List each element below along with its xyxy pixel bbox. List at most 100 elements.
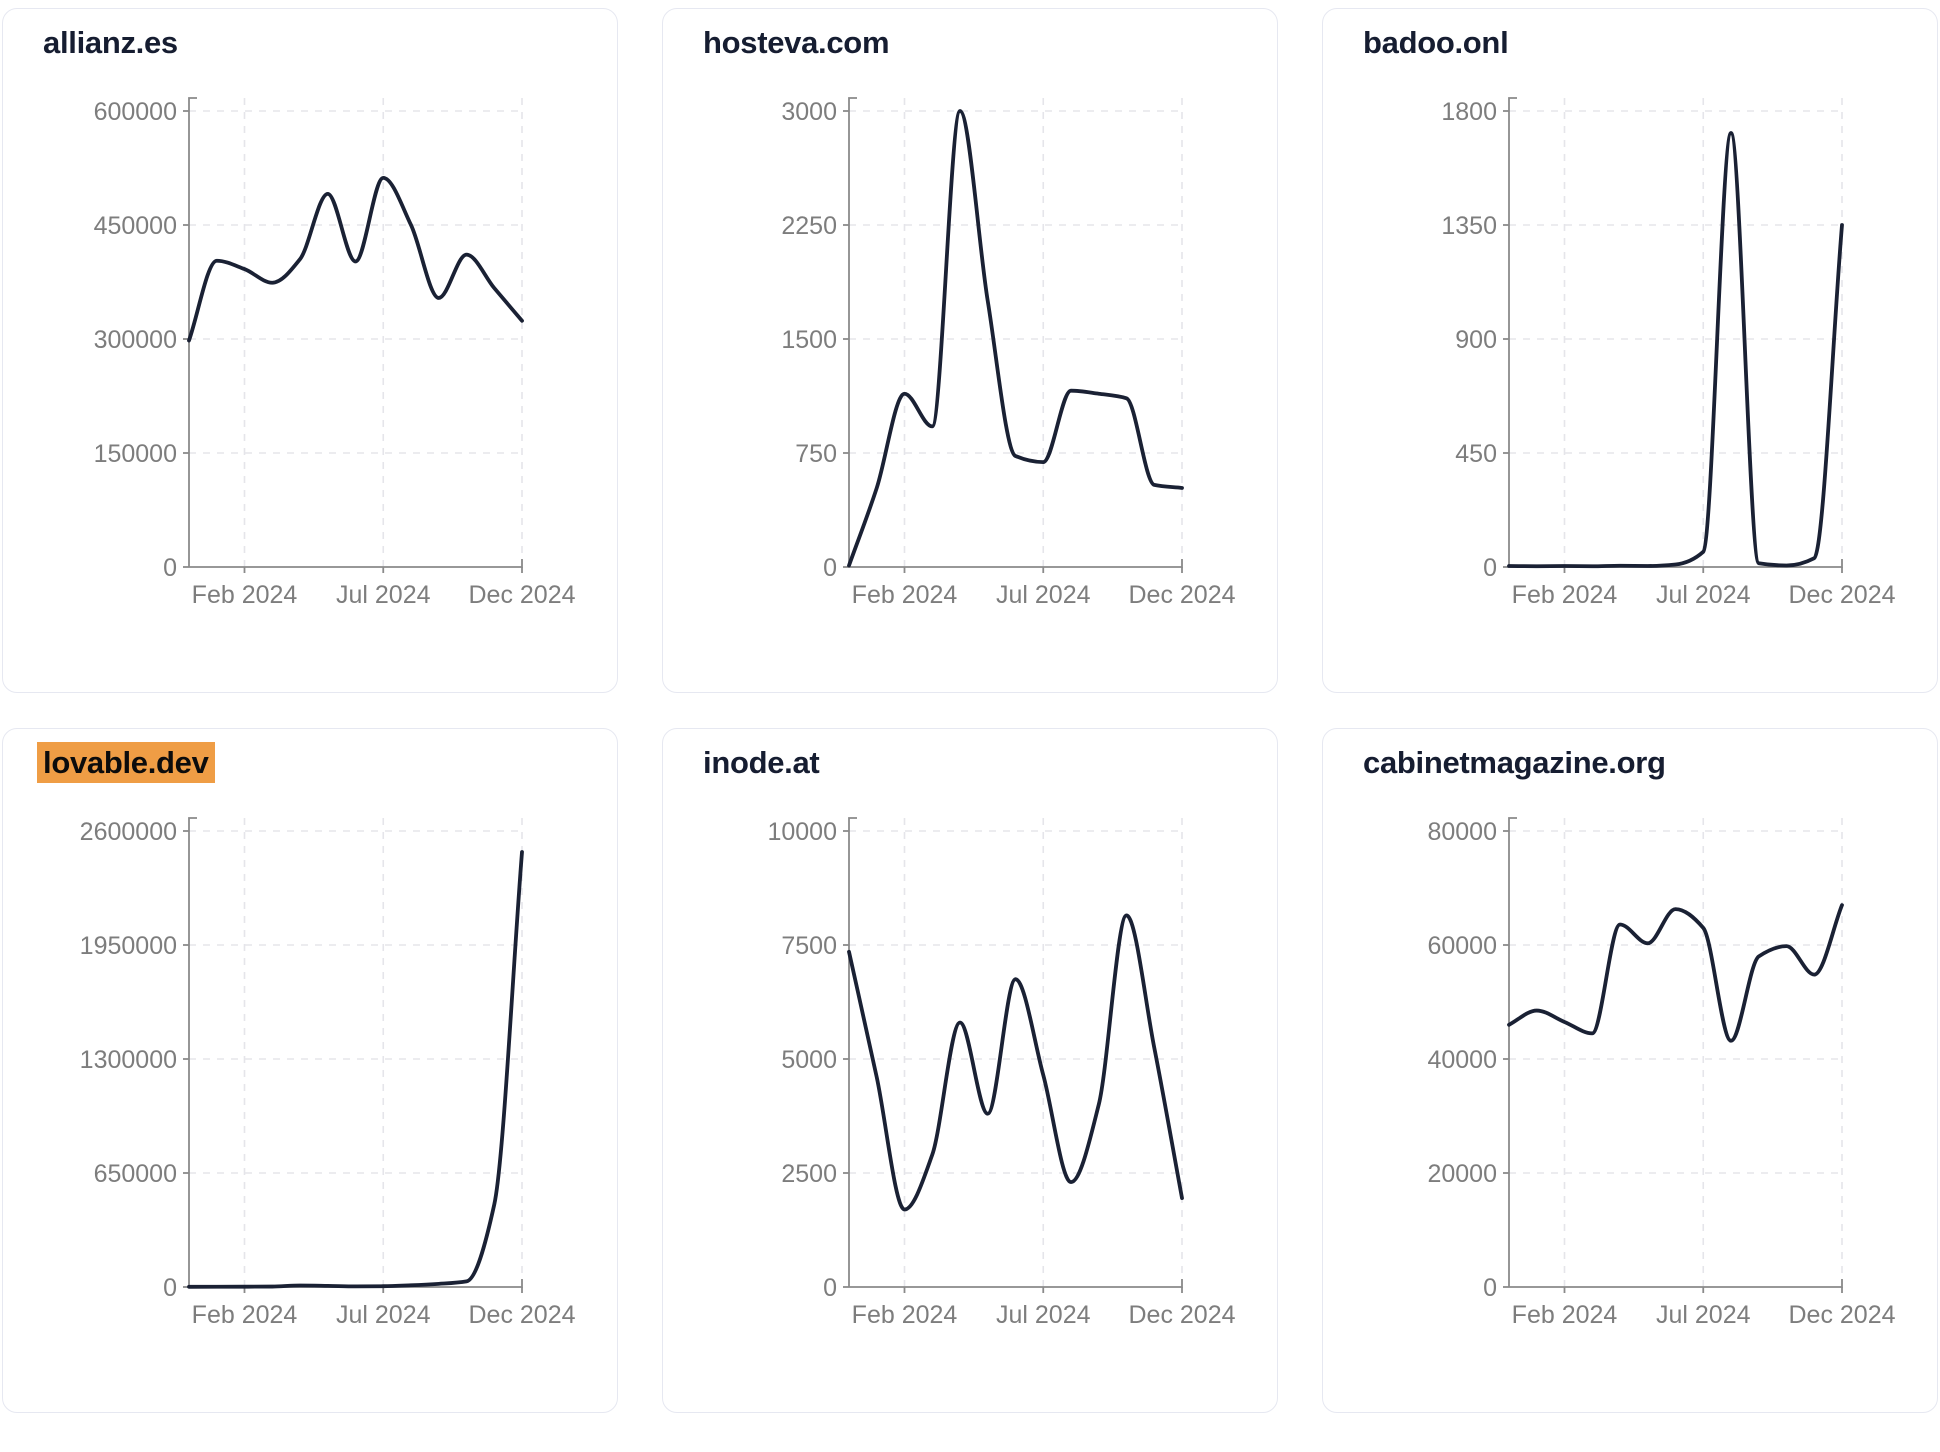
- y-tick-label: 650000: [94, 1160, 177, 1188]
- x-tick-label: Feb 2024: [192, 581, 298, 609]
- y-tick-label: 20000: [1427, 1160, 1497, 1188]
- y-axis: 0 750 1500 2250 3000: [781, 97, 857, 582]
- traffic-series-line: [1507, 903, 1844, 1043]
- x-axis-line: [189, 559, 523, 568]
- domain-title: allianz.es: [43, 25, 178, 60]
- x-tick-label: Dec 2024: [468, 581, 575, 609]
- x-tick-label: Feb 2024: [192, 1301, 298, 1329]
- x-tick-label: Jul 2024: [1656, 1301, 1751, 1329]
- x-axis: Feb 2024 Jul 2024 Dec 2024: [849, 559, 1236, 609]
- x-tick-label: Feb 2024: [852, 581, 958, 609]
- y-axis: 0 650000 1300000 1950000 2600000: [80, 817, 197, 1302]
- domain-title: cabinetmagazine.org: [1363, 745, 1666, 780]
- y-tick-label: 750: [795, 440, 837, 468]
- domain-title: inode.at: [703, 745, 820, 780]
- y-tick-label: 0: [1483, 1274, 1497, 1302]
- traffic-series-line: [847, 913, 1184, 1212]
- y-tick-label: 1300000: [80, 1046, 177, 1074]
- x-axis-line: [1509, 1279, 1843, 1288]
- y-axis: 0 450 900 1350 1800: [1441, 97, 1517, 582]
- x-tick-label: Feb 2024: [852, 1301, 958, 1329]
- y-tick-label: 1500: [781, 326, 837, 354]
- traffic-line-chart: 0 750 1500 2250 3000 Feb 2024 Jul 2024 Dec 2024: [781, 97, 1236, 609]
- traffic-series-line: [187, 850, 524, 1289]
- x-tick-label: Jul 2024: [996, 1301, 1091, 1329]
- x-tick-label: Feb 2024: [1512, 581, 1618, 609]
- y-tick-label: 40000: [1427, 1046, 1497, 1074]
- y-tick-label: 450: [1455, 440, 1497, 468]
- domain-card[interactable]: lovable.dev 0 650000 1300000 1950000 2600000 F…: [2, 728, 618, 1413]
- x-tick-label: Dec 2024: [1788, 581, 1895, 609]
- domain-title-highlighted: lovable.dev: [37, 742, 215, 783]
- traffic-line-chart: 0 650000 1300000 1950000 2600000 Feb 2024 Jul …: [80, 817, 576, 1329]
- y-axis-line: [848, 817, 857, 1287]
- x-tick-label: Dec 2024: [1788, 1301, 1895, 1329]
- y-tick-label: 1350: [1441, 212, 1497, 240]
- traffic-series-line: [847, 109, 1184, 568]
- y-tick-label: 2600000: [80, 818, 177, 846]
- x-tick-label: Feb 2024: [1512, 1301, 1618, 1329]
- y-tick-label: 0: [163, 554, 177, 582]
- y-tick-label: 1950000: [80, 932, 177, 960]
- y-tick-label: 1800: [1441, 98, 1497, 126]
- gridlines: [1509, 98, 1843, 567]
- x-tick-label: Jul 2024: [336, 1301, 431, 1329]
- card-title: inode.at: [703, 743, 820, 783]
- x-axis-line: [849, 559, 1183, 568]
- domain-card[interactable]: cabinetmagazine.org 0 20000 40000 60000 80000…: [1322, 728, 1938, 1413]
- y-tick-label: 0: [823, 554, 837, 582]
- domain-card[interactable]: hosteva.com 0 750 1500 2250 3000 Feb 2024 Jul 2…: [662, 8, 1278, 693]
- domain-card[interactable]: allianz.es 0 150000 300000 450000 600000 Feb 2…: [2, 8, 618, 693]
- x-tick-label: Dec 2024: [1128, 581, 1235, 609]
- gridlines: [849, 818, 1183, 1287]
- y-tick-label: 80000: [1427, 818, 1497, 846]
- y-axis-line: [188, 97, 197, 567]
- y-axis-line: [1508, 97, 1517, 567]
- x-axis: Feb 2024 Jul 2024 Dec 2024: [189, 559, 576, 609]
- y-tick-label: 2250: [781, 212, 837, 240]
- y-axis: 0 150000 300000 450000 600000: [94, 97, 197, 582]
- y-axis-line: [1508, 817, 1517, 1287]
- traffic-series-line: [187, 175, 524, 343]
- traffic-line-chart: 0 2500 5000 7500 10000 Feb 2024 Jul 2024 Dec 20…: [767, 817, 1236, 1329]
- traffic-line-chart: 0 450 900 1350 1800 Feb 2024 Jul 2024 Dec 2024: [1441, 97, 1896, 609]
- x-axis-line: [849, 1279, 1183, 1288]
- y-tick-label: 600000: [94, 98, 177, 126]
- y-tick-label: 7500: [781, 932, 837, 960]
- x-tick-label: Jul 2024: [1656, 581, 1751, 609]
- domain-title: badoo.onl: [1363, 25, 1509, 60]
- y-tick-label: 0: [163, 1274, 177, 1302]
- card-title: hosteva.com: [703, 23, 890, 63]
- domain-card[interactable]: inode.at 0 2500 5000 7500 10000 Feb 2024 Jul 20…: [662, 728, 1278, 1413]
- y-tick-label: 5000: [781, 1046, 837, 1074]
- x-axis: Feb 2024 Jul 2024 Dec 2024: [849, 1279, 1236, 1329]
- y-axis: 0 20000 40000 60000 80000: [1427, 817, 1517, 1302]
- domain-card[interactable]: badoo.onl 0 450 900 1350 1800 Feb 2024 Jul 2024…: [1322, 8, 1938, 693]
- card-title: badoo.onl: [1363, 23, 1509, 63]
- card-title: lovable.dev: [37, 742, 215, 783]
- y-axis: 0 2500 5000 7500 10000: [767, 817, 857, 1302]
- y-tick-label: 2500: [781, 1160, 837, 1188]
- x-tick-label: Jul 2024: [336, 581, 431, 609]
- y-tick-label: 900: [1455, 326, 1497, 354]
- traffic-line-chart: 0 20000 40000 60000 80000 Feb 2024 Jul 2024 Dec…: [1427, 817, 1896, 1329]
- gridlines: [189, 818, 523, 1287]
- x-tick-label: Dec 2024: [468, 1301, 575, 1329]
- y-tick-label: 450000: [94, 212, 177, 240]
- gridlines: [189, 98, 523, 567]
- card-title: cabinetmagazine.org: [1363, 743, 1666, 783]
- y-tick-label: 0: [823, 1274, 837, 1302]
- traffic-line-chart: 0 150000 300000 450000 600000 Feb 2024 Jul 202…: [94, 97, 576, 609]
- x-tick-label: Jul 2024: [996, 581, 1091, 609]
- x-tick-label: Dec 2024: [1128, 1301, 1235, 1329]
- x-axis: Feb 2024 Jul 2024 Dec 2024: [1509, 1279, 1896, 1329]
- domain-title: hosteva.com: [703, 25, 890, 60]
- y-axis-line: [188, 817, 197, 1287]
- gridlines: [849, 98, 1183, 567]
- gridlines: [1509, 818, 1843, 1287]
- y-tick-label: 300000: [94, 326, 177, 354]
- y-axis-line: [848, 97, 857, 567]
- card-title: allianz.es: [43, 23, 178, 63]
- x-axis: Feb 2024 Jul 2024 Dec 2024: [1509, 559, 1896, 609]
- traffic-series-line: [1507, 131, 1844, 569]
